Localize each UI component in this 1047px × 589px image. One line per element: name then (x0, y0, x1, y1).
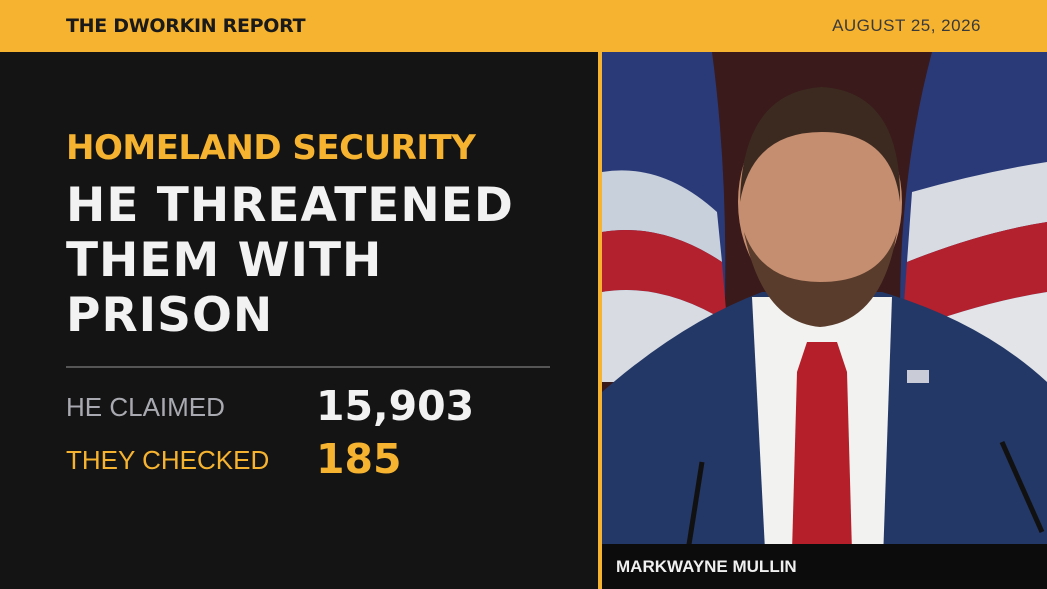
caption: MARKWAYNE MULLIN (616, 557, 797, 576)
divider (598, 52, 602, 589)
flag-stripe (602, 230, 727, 322)
flag-left (602, 52, 727, 382)
stat-value: 185 (316, 435, 402, 483)
photo (602, 52, 1047, 589)
topic: HOMELAND SECURITY (66, 128, 476, 168)
stat-value: 15,903 (316, 382, 475, 430)
brand-title: THE DWORKIN REPORT (66, 15, 306, 37)
stat-label: HE CLAIMED (66, 392, 225, 422)
caption-bar: MARKWAYNE MULLIN (602, 544, 1047, 589)
flag-stripe (907, 162, 1047, 262)
hair (740, 87, 901, 202)
flag-pin (907, 370, 929, 383)
flag-stripe (902, 222, 1047, 332)
separator (66, 366, 550, 368)
microphone (999, 440, 1045, 534)
top-bar: THE DWORKIN REPORT AUGUST 25, 2026 (0, 0, 1047, 52)
person (602, 87, 1047, 589)
flag-stripe (602, 170, 722, 262)
beard (744, 232, 897, 327)
face (738, 97, 902, 307)
headline: HE THREATENED THEM WITH PRISON (66, 178, 514, 343)
text-panel: HOMELAND SECURITY HE THREATENED THEM WIT… (0, 52, 598, 589)
tie (792, 342, 852, 589)
date: AUGUST 25, 2026 (832, 16, 981, 35)
stat-label: THEY CHECKED (66, 445, 270, 475)
